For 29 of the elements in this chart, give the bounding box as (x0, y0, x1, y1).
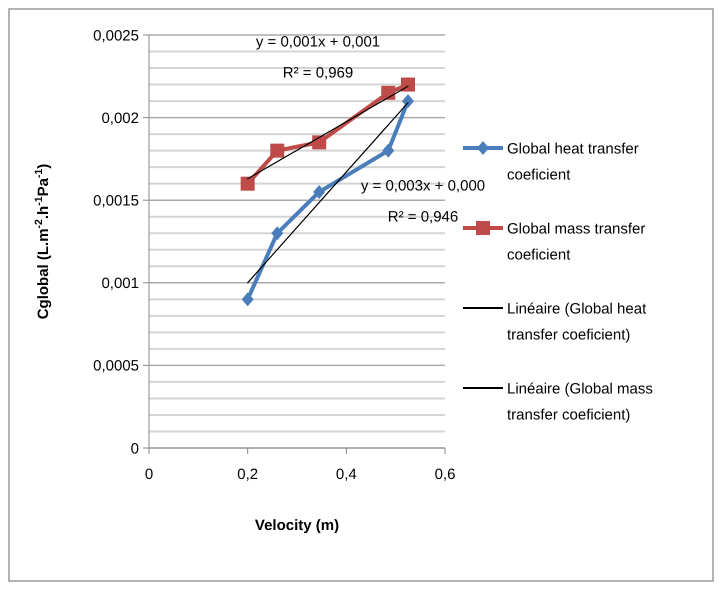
legend-label: Global mass transfer coeficient (507, 220, 646, 264)
point (402, 94, 414, 108)
x-tick-label: 0,6 (434, 466, 456, 483)
annotation: y = 0,003x + 0,000 (360, 177, 486, 194)
point (313, 184, 326, 199)
annotation: R² = 0,946 (388, 208, 458, 226)
point (271, 226, 284, 240)
y-tick-label: 0,002 (101, 110, 139, 127)
x-tick-label: 0,2 (237, 466, 258, 483)
y-tick-label: 0 (130, 440, 139, 458)
legend-label: Global heat transfer coeficient (507, 140, 639, 184)
point (240, 176, 255, 191)
point (381, 86, 396, 100)
point (382, 144, 394, 158)
y-tick-label: 0,0025 (93, 27, 139, 44)
annotation: R² = 0,969 (282, 64, 354, 82)
y-tick-label: 0,0005 (93, 358, 139, 375)
legend-label: Linéaire (Global mass transfer coeficient) (507, 380, 653, 424)
x-tick-label: 0 (144, 466, 154, 483)
point (242, 292, 254, 306)
y-tick-label: 0,0015 (93, 192, 139, 210)
x-axis-title: Velocity (m) (254, 517, 340, 534)
y-tick-label: 0,001 (101, 275, 139, 292)
point (312, 135, 326, 150)
annotation: y = 0,001x + 0,001 (256, 33, 380, 50)
point (270, 144, 284, 158)
legend-label: Linéaire (Global heat transfer coeficient) (507, 300, 648, 344)
point (401, 78, 415, 92)
x-tick-label: 0,4 (336, 466, 357, 483)
